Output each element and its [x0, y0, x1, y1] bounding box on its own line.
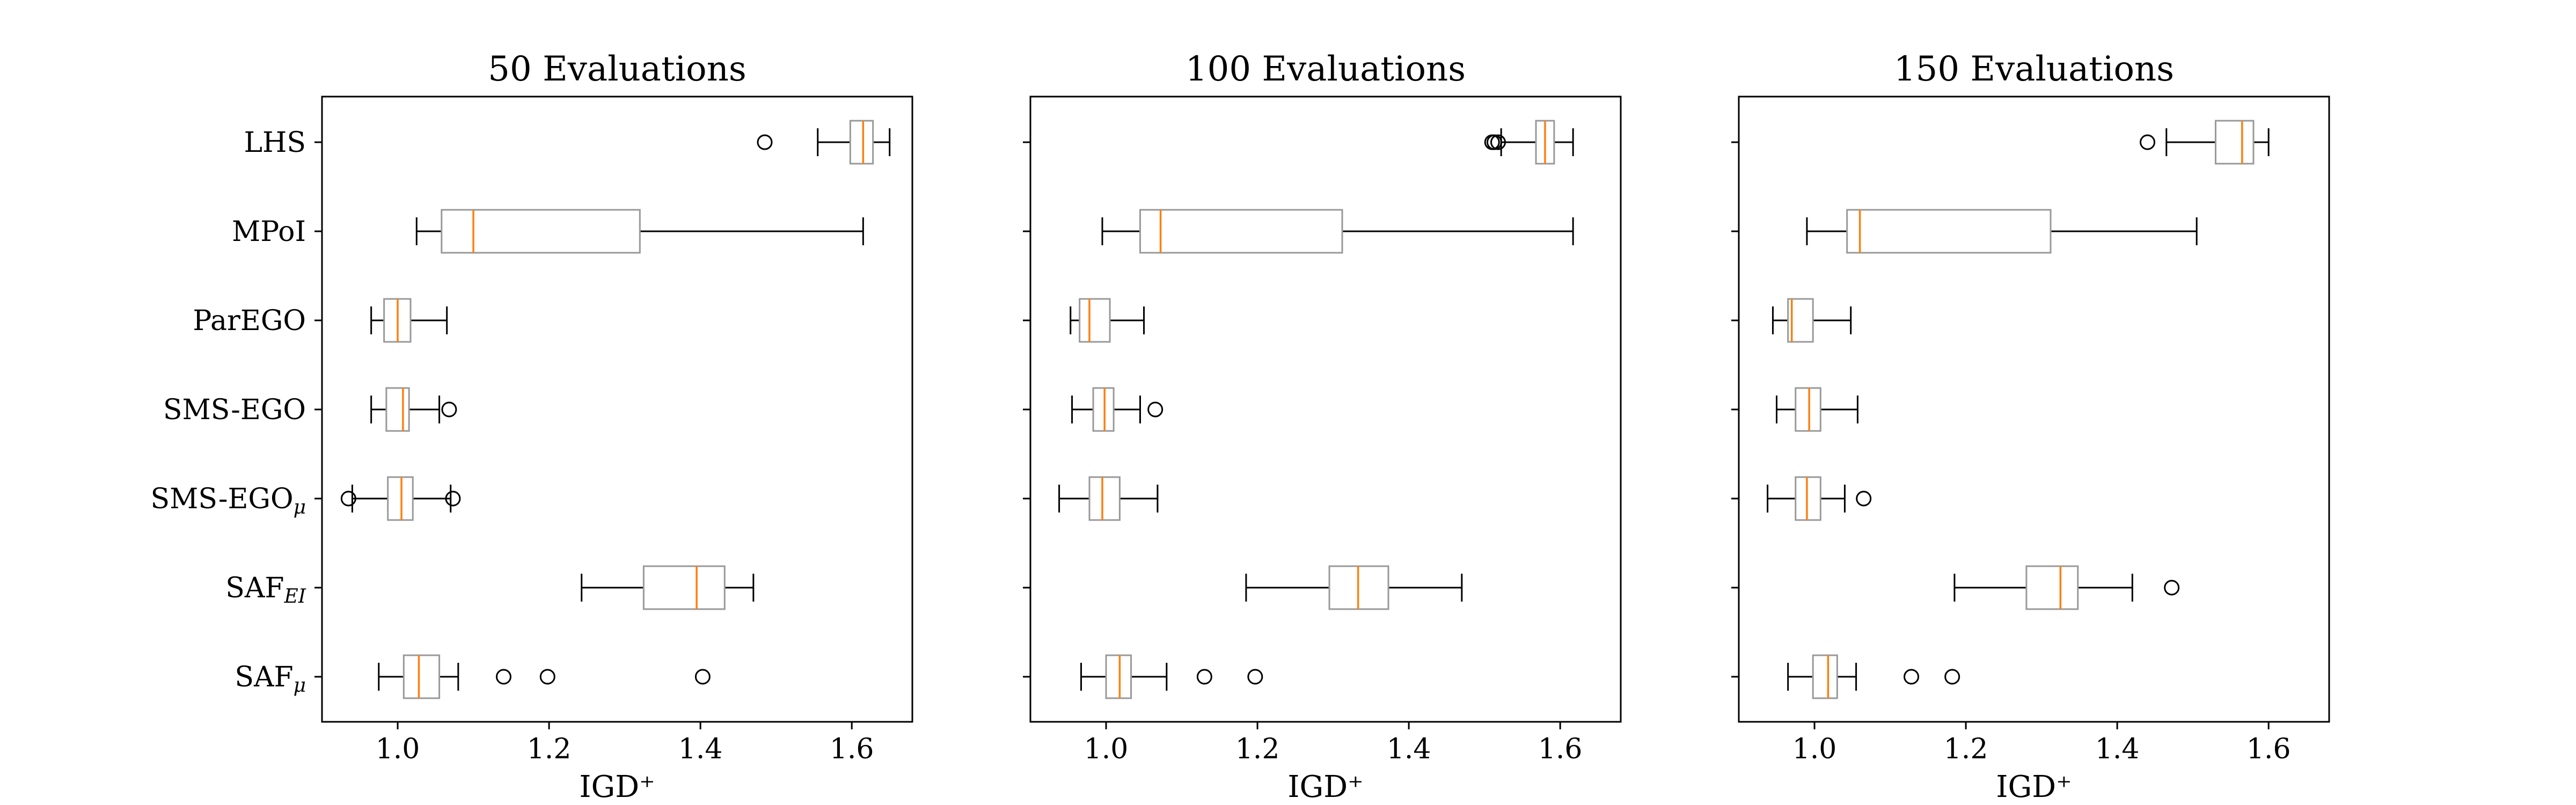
iqr-box	[1092, 387, 1115, 432]
y-tick-label: ParEGO	[193, 305, 306, 337]
box-MPoI	[1101, 209, 1574, 254]
box-SMS-EGO	[1776, 387, 1858, 432]
outlier-point	[2140, 134, 2156, 150]
iqr-box	[1795, 387, 1821, 432]
x-tick-label: 1.0	[1792, 733, 1837, 765]
box-SMS-EGOμ	[340, 476, 461, 521]
box-SMS-EGOμ	[1058, 476, 1159, 521]
x-tick-label: 1.2	[1944, 733, 1988, 765]
box-ParEGO	[1772, 298, 1852, 343]
box-LHS	[1484, 120, 1574, 165]
panel-title: 150 Evaluations	[1894, 49, 2174, 89]
box-SAFEI	[581, 565, 755, 610]
outlier-point	[1904, 669, 1920, 685]
outlier-point	[694, 669, 711, 685]
box-MPoI	[1806, 209, 2198, 254]
outlier-point	[495, 669, 511, 685]
iqr-box	[1846, 209, 2052, 254]
iqr-box	[1139, 209, 1343, 254]
outlier-point	[1856, 491, 1872, 507]
box-SMS-EGO	[370, 387, 457, 432]
y-tick-label: SMS-EGO	[163, 394, 306, 426]
outlier-point	[445, 491, 461, 507]
box-LHS	[2140, 120, 2270, 165]
box-SAFμ	[1080, 654, 1263, 699]
outlier-point	[1944, 669, 1960, 685]
x-tick-label: 1.2	[1235, 733, 1280, 765]
outlier-point	[2164, 580, 2180, 596]
iqr-box	[2214, 120, 2255, 165]
x-tick-label: 1.0	[1084, 733, 1129, 765]
panel-2: 100 Evaluations 1.0 1.2 1.4 1.6 IGD⁺	[1023, 49, 1622, 804]
iqr-box	[1105, 654, 1132, 699]
panel-1: 50 Evaluations 1.0 1.2 1.4 1.6 IGD⁺ LHS MPoI Par…	[151, 49, 913, 804]
box-ParEGO	[1070, 298, 1145, 343]
x-tick-label: 1.0	[376, 733, 420, 765]
y-tick-label: MPoI	[232, 216, 306, 248]
iqr-box	[1088, 476, 1121, 521]
iqr-box	[1795, 476, 1821, 521]
box-SMS-EGO	[1071, 387, 1163, 432]
iqr-box	[1079, 298, 1111, 343]
y-tick-label: LHS	[244, 127, 306, 159]
iqr-box	[441, 209, 641, 254]
iqr-box	[387, 476, 414, 521]
x-tick-label: 1.4	[678, 733, 723, 765]
outlier-point	[441, 401, 457, 418]
outlier-point	[539, 669, 555, 685]
x-tick-label: 1.6	[830, 733, 874, 765]
iqr-box	[402, 654, 441, 699]
outlier-point	[1247, 669, 1263, 685]
outlier-point	[340, 491, 356, 507]
iqr-box	[849, 120, 874, 165]
outlier-point	[757, 134, 773, 150]
x-axis-label: IGD⁺	[1996, 770, 2072, 804]
iqr-box	[385, 387, 410, 432]
box-SAFμ	[1787, 654, 1960, 699]
x-tick-label: 1.6	[1538, 733, 1583, 765]
x-tick-label: 1.4	[2095, 733, 2140, 765]
outlier-point	[1486, 134, 1502, 150]
panel-title: 100 Evaluations	[1185, 49, 1466, 89]
box-SMS-EGOμ	[1767, 476, 1872, 521]
x-axis-label: IGD⁺	[1287, 770, 1363, 804]
iqr-box	[1812, 654, 1838, 699]
y-tick-label: SAFEI	[225, 572, 306, 608]
x-tick-label: 1.2	[527, 733, 572, 765]
x-tick-label: 1.4	[1387, 733, 1431, 765]
outlier-point	[1196, 669, 1212, 685]
iqr-box	[2025, 565, 2079, 610]
panel-title: 50 Evaluations	[488, 49, 746, 89]
y-tick-label: SAFμ	[235, 661, 306, 697]
box-MPoI	[415, 209, 864, 254]
y-tick-label: SMS-EGOμ	[151, 483, 306, 518]
box-SAFEI	[1245, 565, 1463, 610]
panel-3: 150 Evaluations 1.0 1.2 1.4 1.6 IGD⁺	[1731, 49, 2330, 804]
outlier-point	[1147, 401, 1163, 418]
box-ParEGO	[370, 298, 448, 343]
iqr-box	[642, 565, 726, 610]
box-SAFμ	[378, 654, 711, 699]
x-axis-label: IGD⁺	[579, 770, 655, 804]
x-tick-label: 1.6	[2246, 733, 2291, 765]
box-LHS	[757, 120, 891, 165]
box-SAFEI	[1953, 565, 2180, 610]
iqr-box	[1787, 298, 1814, 343]
outlier-point	[1490, 134, 1506, 150]
